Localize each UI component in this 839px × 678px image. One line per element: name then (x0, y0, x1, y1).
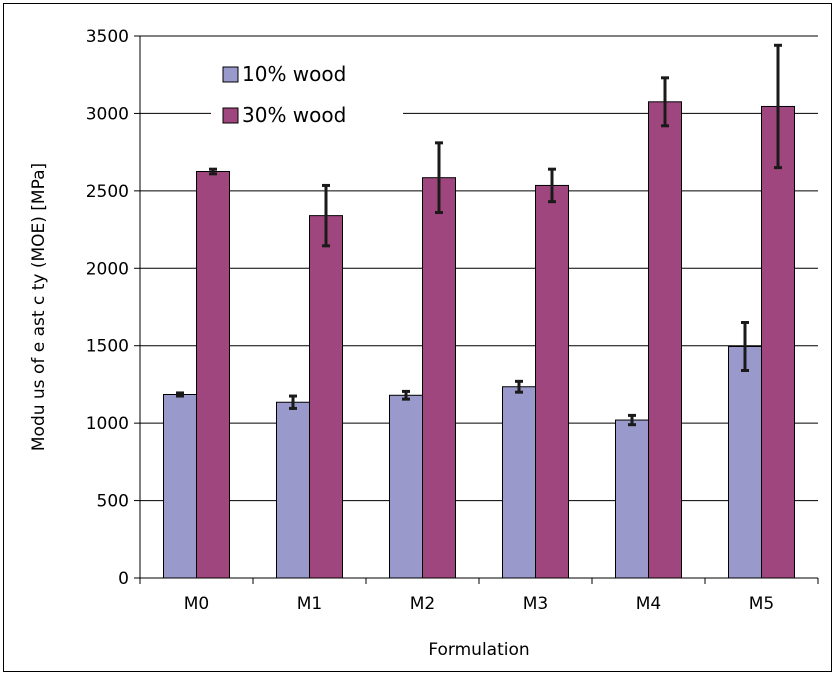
x-axis-title: Formulation (428, 640, 529, 660)
y-tick-label: 2000 (86, 259, 129, 279)
bar-m5-series-0 (728, 345, 762, 579)
bar-m2-series-0 (389, 394, 423, 579)
x-tick-label: M0 (184, 594, 209, 614)
bar-m3-series-0 (502, 386, 536, 579)
x-tick-label: M5 (749, 594, 774, 614)
legend-label-10-wood: 10% wood (242, 62, 346, 86)
legend: 10% wood 30% wood (211, 50, 403, 134)
y-tick-label: 1000 (86, 414, 129, 434)
bar-m4-series-0 (615, 419, 649, 579)
bar-m0-series-0 (163, 393, 197, 579)
y-tick-label: 1500 (86, 337, 129, 357)
y-axis-title: Modu us of e ast c ty (MOE) [MPa] (29, 163, 49, 451)
y-tick-label: 3500 (86, 27, 129, 47)
error-bars (176, 43, 782, 427)
bars (163, 101, 795, 579)
bar-m1-series-0 (276, 401, 310, 579)
bar-m4-series-1 (648, 101, 682, 579)
bar-m3-series-1 (535, 184, 569, 579)
bar-m5-series-1 (761, 105, 795, 579)
x-tick-label: M2 (410, 594, 435, 614)
tick-labels: 0 500 1000 1500 2000 2500 3000 3500 M0 M1 M2 M3 M4 M5 (86, 27, 775, 614)
bar-m2-series-1 (422, 177, 456, 579)
y-tick-label: 0 (118, 569, 129, 589)
legend-swatch-30-wood (222, 107, 239, 124)
axes (134, 35, 819, 584)
y-tick-label: 3000 (86, 104, 129, 124)
y-tick-label: 500 (97, 492, 129, 512)
y-tick-label: 2500 (86, 182, 129, 202)
bar-m1-series-1 (309, 215, 343, 579)
x-tick-label: M4 (636, 594, 661, 614)
legend-label-30-wood: 30% wood (242, 103, 346, 127)
legend-swatch-10-wood (222, 66, 239, 83)
gridlines (140, 35, 818, 502)
bar-m0-series-1 (196, 171, 230, 579)
legend-background (211, 50, 403, 134)
x-tick-label: M3 (523, 594, 548, 614)
x-tick-label: M1 (297, 594, 322, 614)
